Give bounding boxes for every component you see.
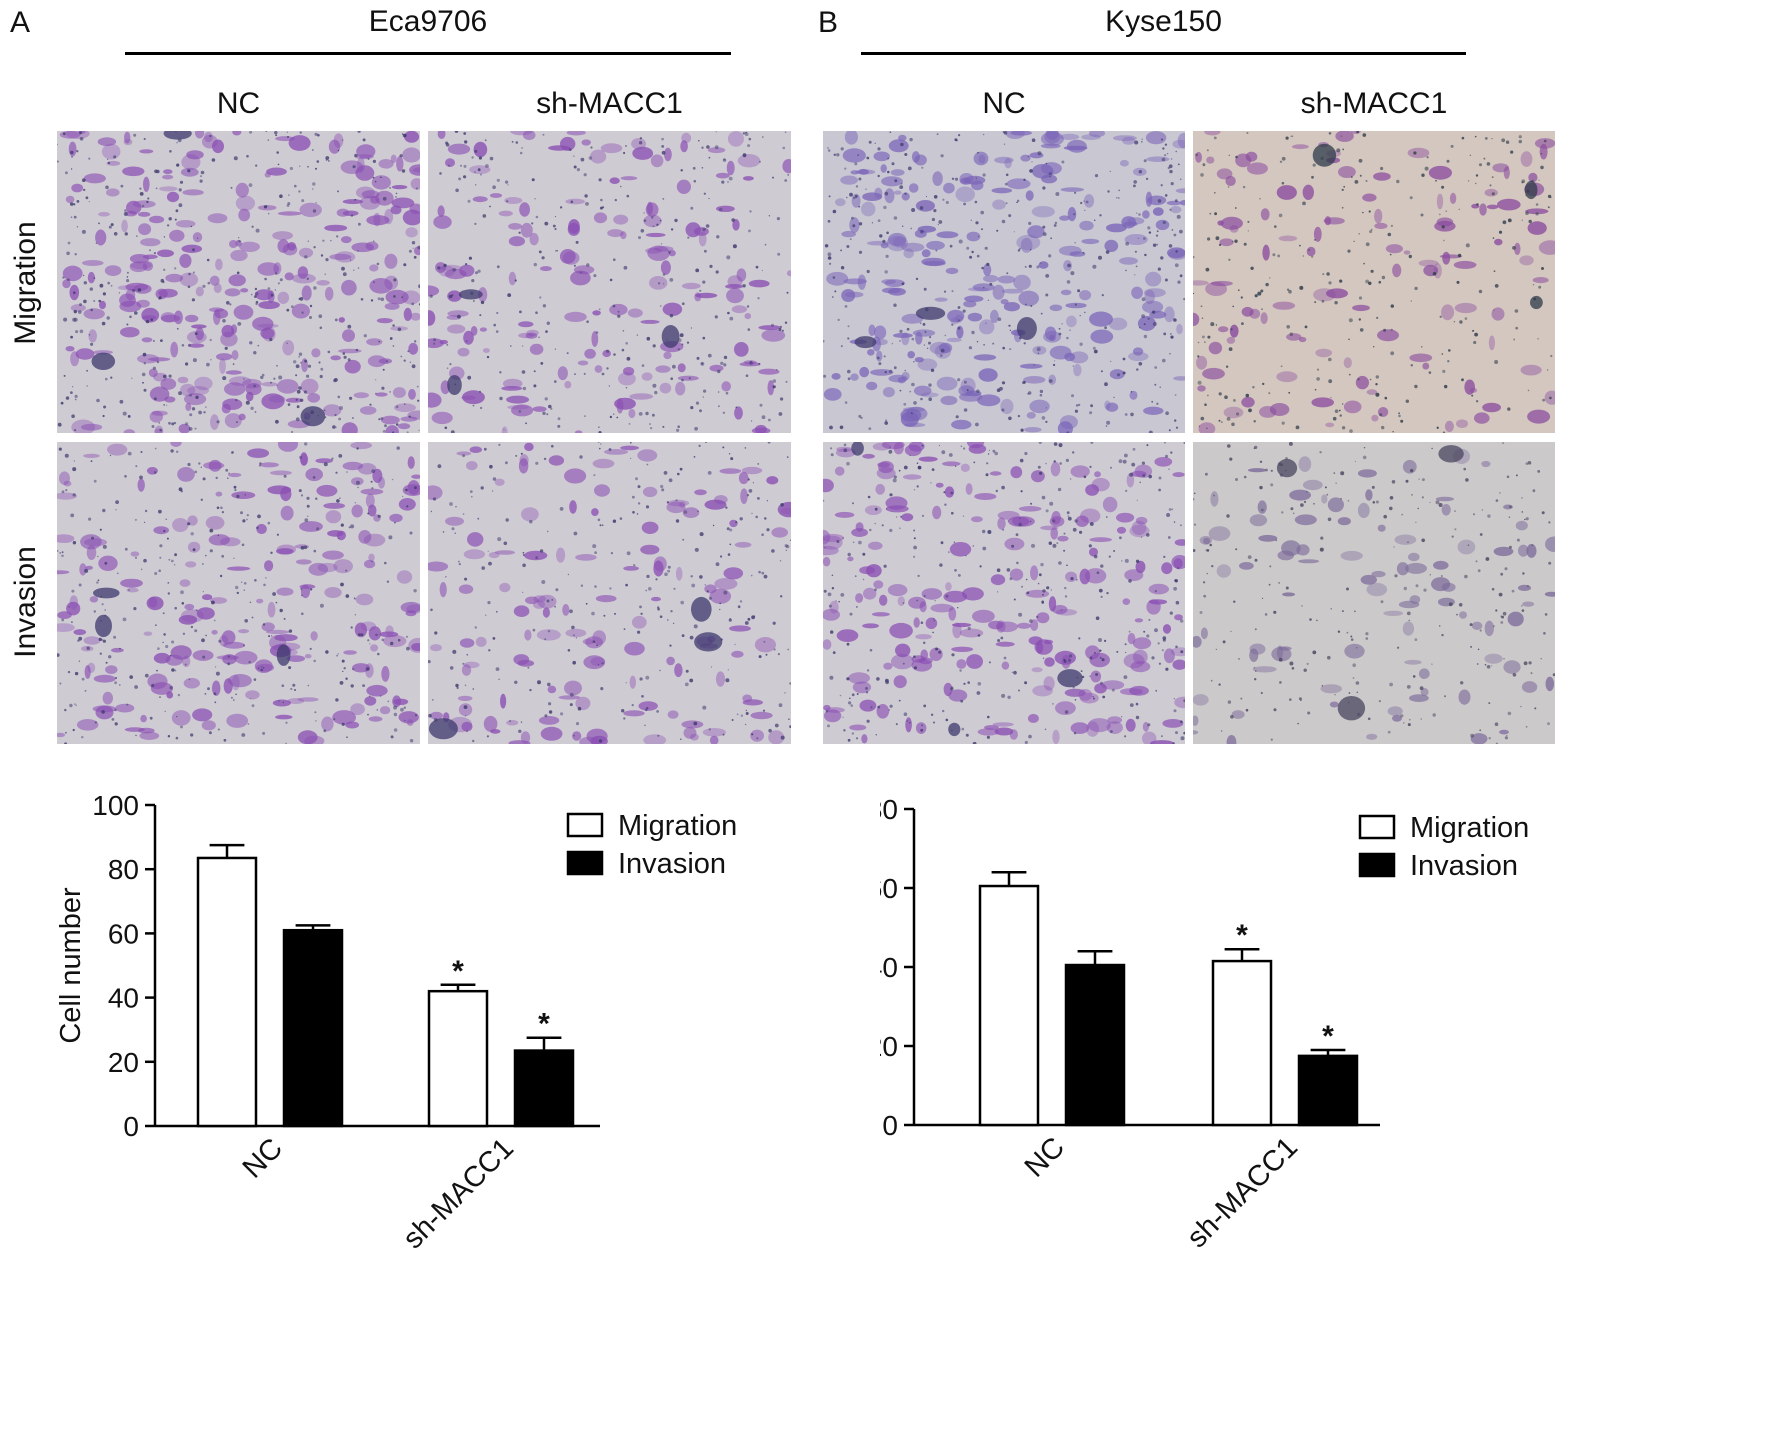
legend-swatch-invasion [1358,852,1396,878]
x-tick-label: NC [1019,1131,1071,1183]
column-label-b-sh-macc1: sh-MACC1 [1300,87,1448,120]
row-label-migration: Migration [9,221,42,345]
bar-migration-nc [978,884,1040,1127]
legend-swatch-invasion [566,850,604,876]
cell-line-title-a: Eca9706 [368,5,488,38]
x-tick-label: NC [237,1132,289,1184]
y-tick-label: 0 [123,1111,139,1142]
y-tick-label: 20 [108,1047,139,1078]
legend-label-migration: Migration [1410,812,1529,844]
x-tick-label: sh-MACC1 [1181,1131,1304,1254]
chart-plot-area: 020406080Cell numberNC**sh-MACC1Migratio… [880,794,1529,1254]
bar-migration-sh-macc1 [427,989,489,1128]
cell-line-underline-b [861,52,1466,55]
bar-invasion-sh-macc1 [513,1049,575,1128]
significance-marker: * [1322,1020,1334,1053]
y-axis-label: Cell number [55,887,87,1044]
y-tick-label: 60 [880,873,898,904]
legend-label-migration: Migration [618,810,737,842]
y-tick-label: 40 [108,983,139,1014]
bar-migration-nc [196,856,258,1128]
y-tick-label: 80 [108,854,139,885]
legend-swatch-migration [566,812,604,838]
bar-chart-a: 0 20 40 60 80 100 Cell number NC * * sh-MACC1 Migra… [55,790,737,1255]
micrograph-a-sh-macc1-invasion [428,442,791,744]
significance-marker: * [452,955,464,988]
micrograph-a-sh-macc1-migration [428,131,791,433]
bar-invasion-nc [1064,963,1126,1127]
legend-label-invasion: Invasion [618,848,726,880]
micrograph-a-nc-migration [57,131,420,433]
legend-label-invasion: Invasion [1410,850,1518,882]
bar-chart-b: 020406080Cell numberNC**sh-MACC1Migratio… [880,794,1529,1254]
column-label-b-nc: NC [982,87,1026,120]
y-tick-label: 100 [92,790,139,821]
legend-swatch-migration [1358,814,1396,840]
row-label-invasion: Invasion [9,546,42,658]
cell-line-underline-a [125,52,731,55]
column-label-a-nc: NC [216,87,261,120]
y-tick-label: 0 [882,1110,898,1141]
bar-invasion-sh-macc1 [1297,1054,1359,1127]
bar-migration-sh-macc1 [1211,959,1273,1127]
significance-marker: * [538,1008,550,1041]
micrograph-b-nc-migration [823,131,1185,433]
y-tick-label: 80 [880,794,898,825]
significance-marker: * [1236,919,1248,952]
column-label-a-sh-macc1: sh-MACC1 [536,87,683,120]
bar-invasion-nc [282,928,344,1128]
micrograph-b-sh-macc1-invasion [1193,442,1555,744]
y-tick-label: 60 [108,918,139,949]
panel-letter-a: A [10,6,31,39]
micrograph-b-sh-macc1-migration [1193,131,1555,433]
chart-plot-area: 0 20 40 60 80 100 Cell number NC * * sh-MACC1 Migra… [55,790,737,1255]
micrograph-b-nc-invasion [823,442,1185,744]
x-tick-label: sh-MACC1 [397,1132,520,1255]
y-tick-label: 20 [880,1031,898,1062]
y-tick-label: 40 [880,952,898,983]
cell-line-title-b: Kyse150 [1105,5,1222,38]
micrograph-a-nc-invasion [57,442,420,744]
panel-letter-b: B [818,6,839,39]
